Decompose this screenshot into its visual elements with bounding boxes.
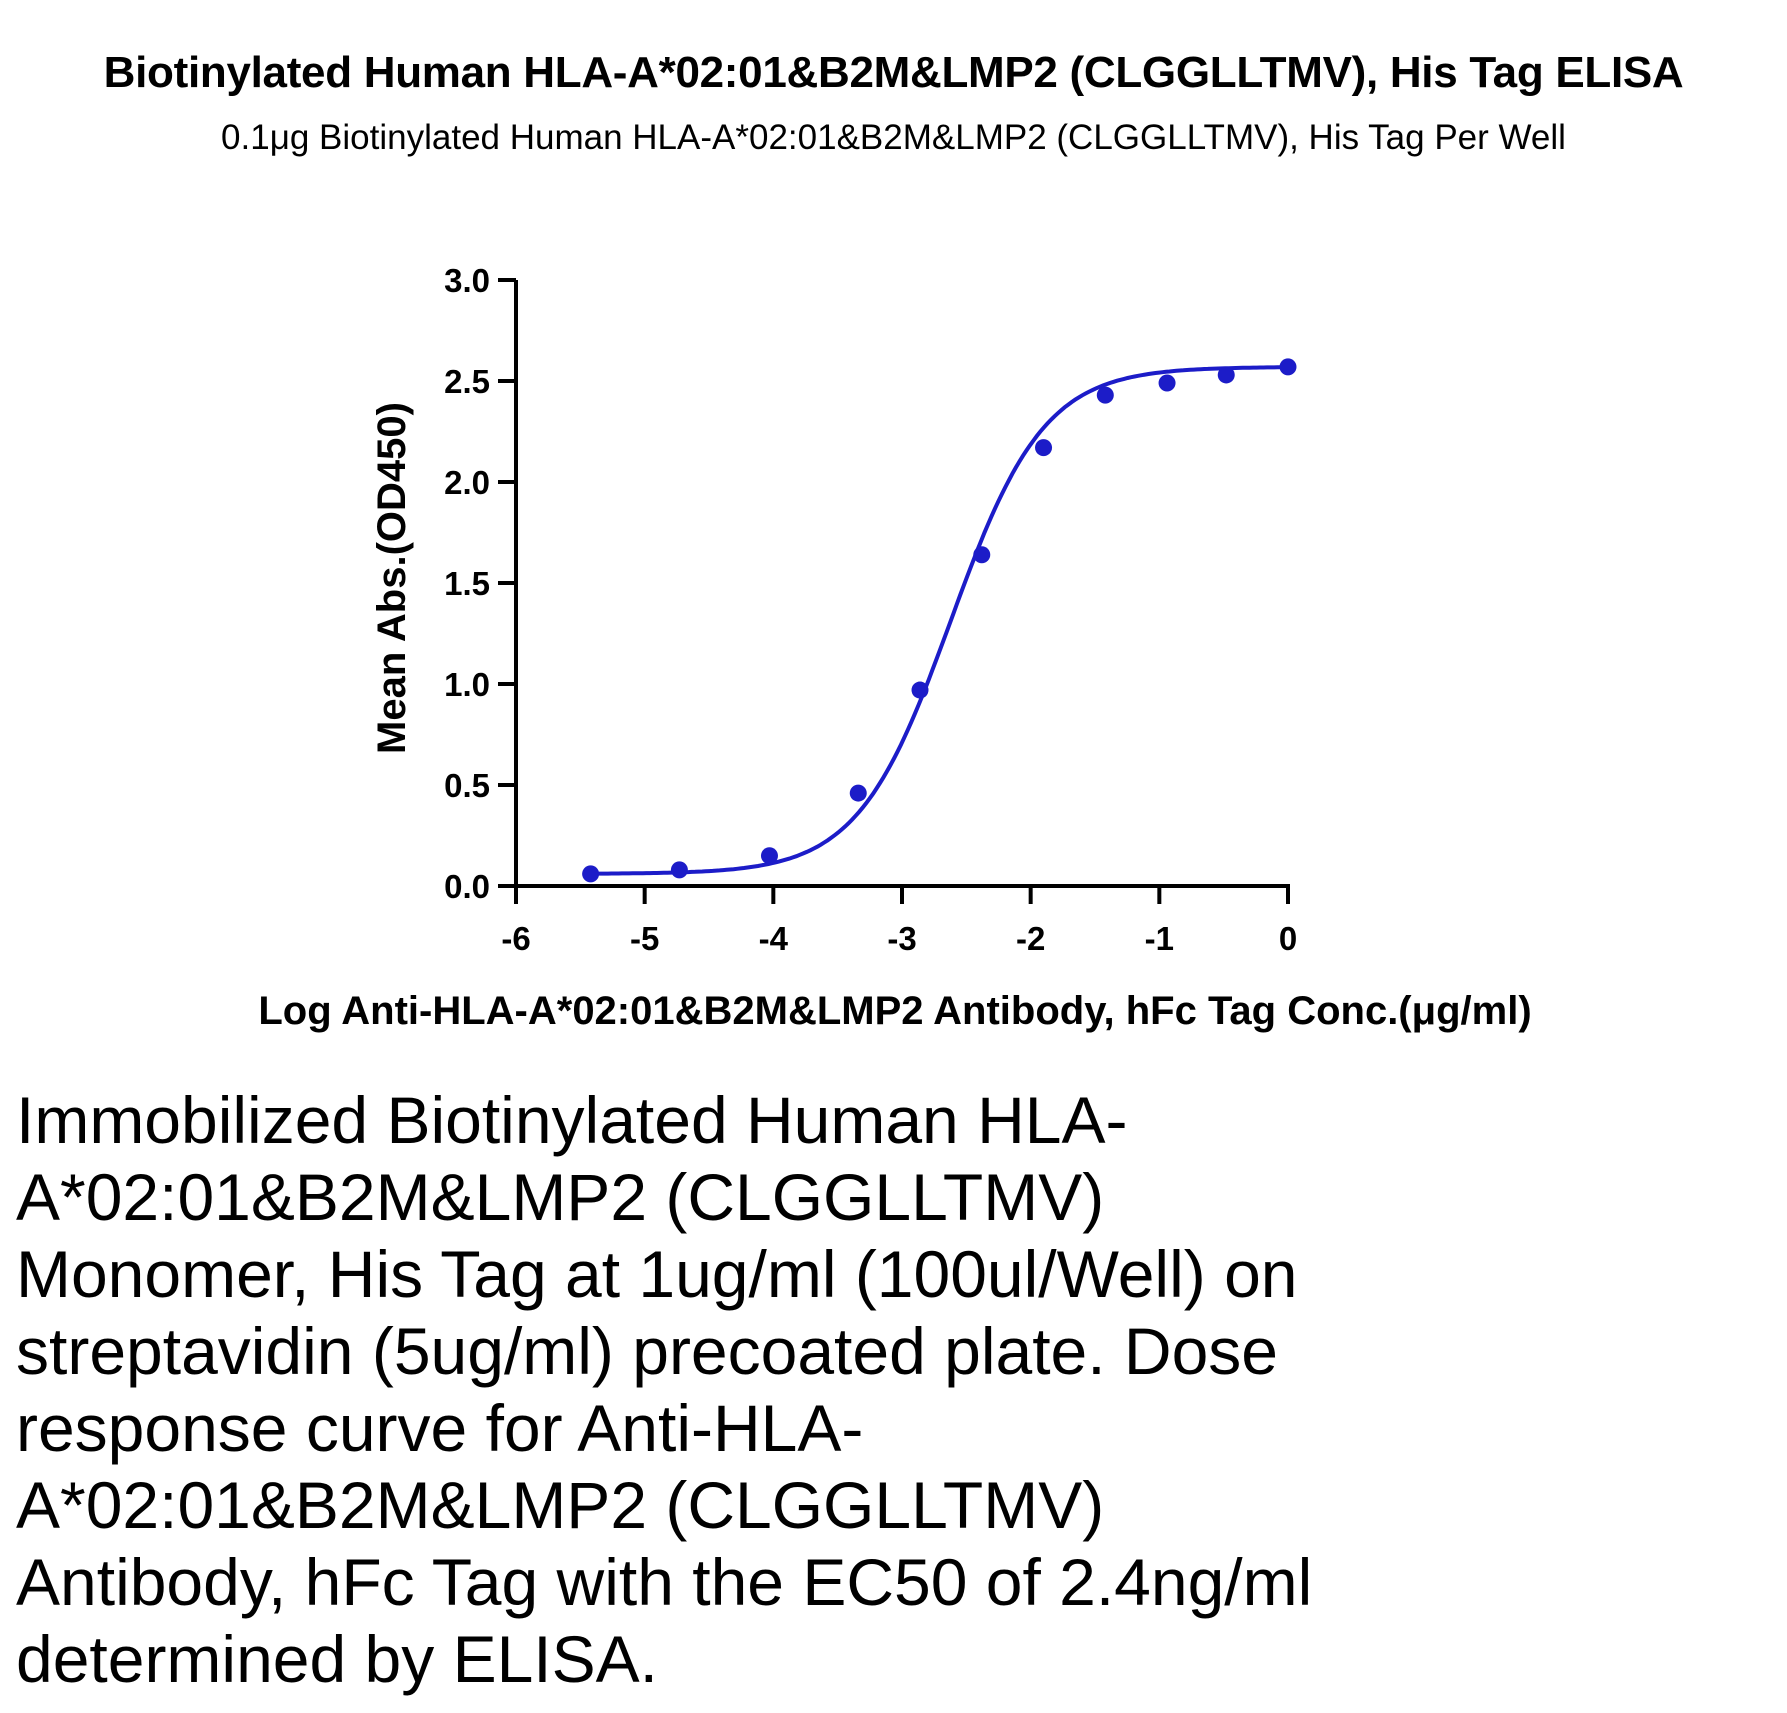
data-point [582, 865, 600, 883]
y-axis-label: Mean Abs.(OD450) [370, 402, 414, 754]
fit-curve [590, 365, 1289, 876]
data-point [1096, 386, 1114, 404]
x-tick-label: -1 [1145, 920, 1174, 957]
x-axis-label: Log Anti-HLA-A*02:01&B2M&LMP2 Antibody, … [258, 989, 1531, 1033]
data-point [973, 546, 991, 564]
y-tick-label: 1.5 [444, 565, 490, 602]
y-tick-label: 1.0 [444, 666, 490, 703]
x-tick-label: -3 [887, 920, 916, 957]
chart-subtitle: 0.1μg Biotinylated Human HLA-A*02:01&B2M… [221, 118, 1566, 157]
y-tick-label: 0.0 [444, 868, 490, 905]
x-tick-label: -5 [630, 920, 659, 957]
chart-axes: 0.0 0.5 1.0 1.5 2.0 2.5 3.0 -6 -5 -4 -3 -2 -1 0 [444, 262, 1297, 957]
x-tick-label: 0 [1279, 920, 1297, 957]
data-point [849, 784, 867, 802]
data-point [1035, 439, 1053, 457]
chart-title: Biotinylated Human HLA-A*02:01&B2M&LMP2 … [103, 48, 1684, 97]
data-point [760, 847, 778, 865]
elisa-chart: 0.0 0.5 1.0 1.5 2.0 2.5 3.0 -6 -5 -4 -3 -2 -1 0 Log A… [258, 262, 1531, 1033]
data-point [1217, 366, 1235, 384]
figure-caption: Immobilized Biotinylated Human HLA-A*02:… [16, 1083, 1313, 1696]
data-points [582, 358, 1297, 883]
data-point [1279, 358, 1297, 376]
x-tick-label: -6 [501, 920, 530, 957]
y-tick-label: 0.5 [444, 767, 490, 804]
y-tick-label: 3.0 [444, 262, 490, 299]
x-tick-label: -2 [1016, 920, 1045, 957]
data-point [1158, 374, 1176, 392]
data-point [911, 681, 929, 699]
y-tick-label: 2.0 [444, 464, 490, 501]
data-point [670, 861, 688, 879]
y-tick-label: 2.5 [444, 363, 490, 400]
x-tick-label: -4 [759, 920, 789, 957]
